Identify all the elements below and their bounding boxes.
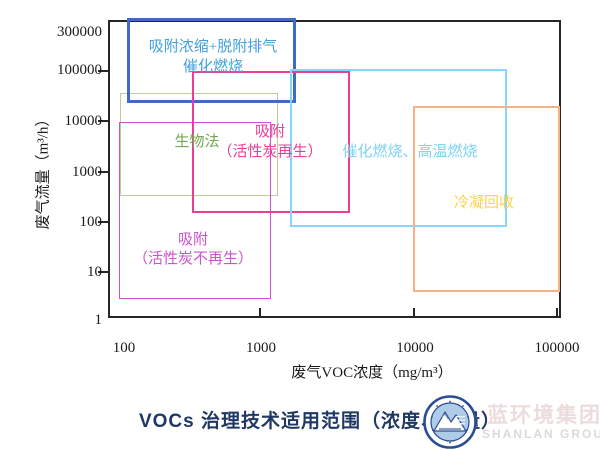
plot-area <box>108 20 561 318</box>
y-tick-label: 10000 <box>64 113 103 129</box>
x-tick-label: 100 <box>112 340 136 356</box>
label-adsorption-concentration-catalytic: 吸附浓缩+脱附排气 催化燃烧 <box>137 37 289 77</box>
x-tick-label: 10000 <box>396 340 434 356</box>
label-adsorption-non-regenerated: 吸附 （活性炭不再生） <box>118 231 268 269</box>
label-biological-method: 生物法 <box>174 134 220 150</box>
x-tick-100000 <box>556 308 558 318</box>
x-tick-label: 1000 <box>246 340 276 356</box>
y-tick-label: 100000 <box>57 62 102 78</box>
y-tick-100 <box>98 221 109 223</box>
watermark-chinese: 蓝环境集团 <box>487 404 600 427</box>
label-line: （活性炭再生） <box>217 144 323 160</box>
y-tick-label: 100 <box>79 214 103 230</box>
label-line: 吸附浓缩+脱附排气 <box>148 39 278 55</box>
box-adsorption-non-regenerated <box>119 122 271 299</box>
company-logo <box>423 395 477 449</box>
y-tick-10 <box>98 271 109 273</box>
label-line: 催化燃烧 <box>182 59 243 75</box>
x-tick-1000 <box>259 308 261 318</box>
chart-title: VOCs 治理技术适用范围（浓度、风量） <box>138 411 502 432</box>
ring-text-dots <box>431 400 469 444</box>
y-tick-label: 1 <box>94 312 103 328</box>
label-condensation-recovery: 冷凝回收 <box>453 195 514 211</box>
label-line: （活性炭不再生） <box>132 251 253 267</box>
label-line: 吸附 <box>177 232 208 248</box>
x-axis-title: 废气VOC浓度（mg/m³） <box>291 365 453 381</box>
y-tick-10000 <box>98 120 109 122</box>
y-tick-label: 1000 <box>72 164 102 180</box>
x-tick-10000 <box>413 308 415 318</box>
label-adsorption-regenerated: 吸附 （活性炭再生） <box>195 122 345 162</box>
y-tick-100000 <box>98 70 109 72</box>
watermark-english: SHANLAN GROUP <box>482 427 600 441</box>
mountain-emblem-icon <box>423 395 477 449</box>
label-catalytic-thermal-combustion: 催化燃烧、高温燃烧 <box>342 144 478 160</box>
box-adsorption-concentration-catalytic <box>127 18 296 103</box>
y-tick-label: 10 <box>87 264 102 280</box>
y-axis-title: 废气流量（m³/h） <box>35 111 52 230</box>
label-line: 吸附 <box>254 124 285 140</box>
box-catalytic-thermal-combustion <box>290 69 507 227</box>
box-condensation-recovery <box>413 106 560 292</box>
box-adsorption-regenerated <box>192 71 350 213</box>
x-tick-label: 100000 <box>534 340 580 356</box>
box-biological-method <box>120 93 278 196</box>
y-tick-label: 300000 <box>57 24 102 40</box>
y-tick-1000 <box>98 171 109 173</box>
